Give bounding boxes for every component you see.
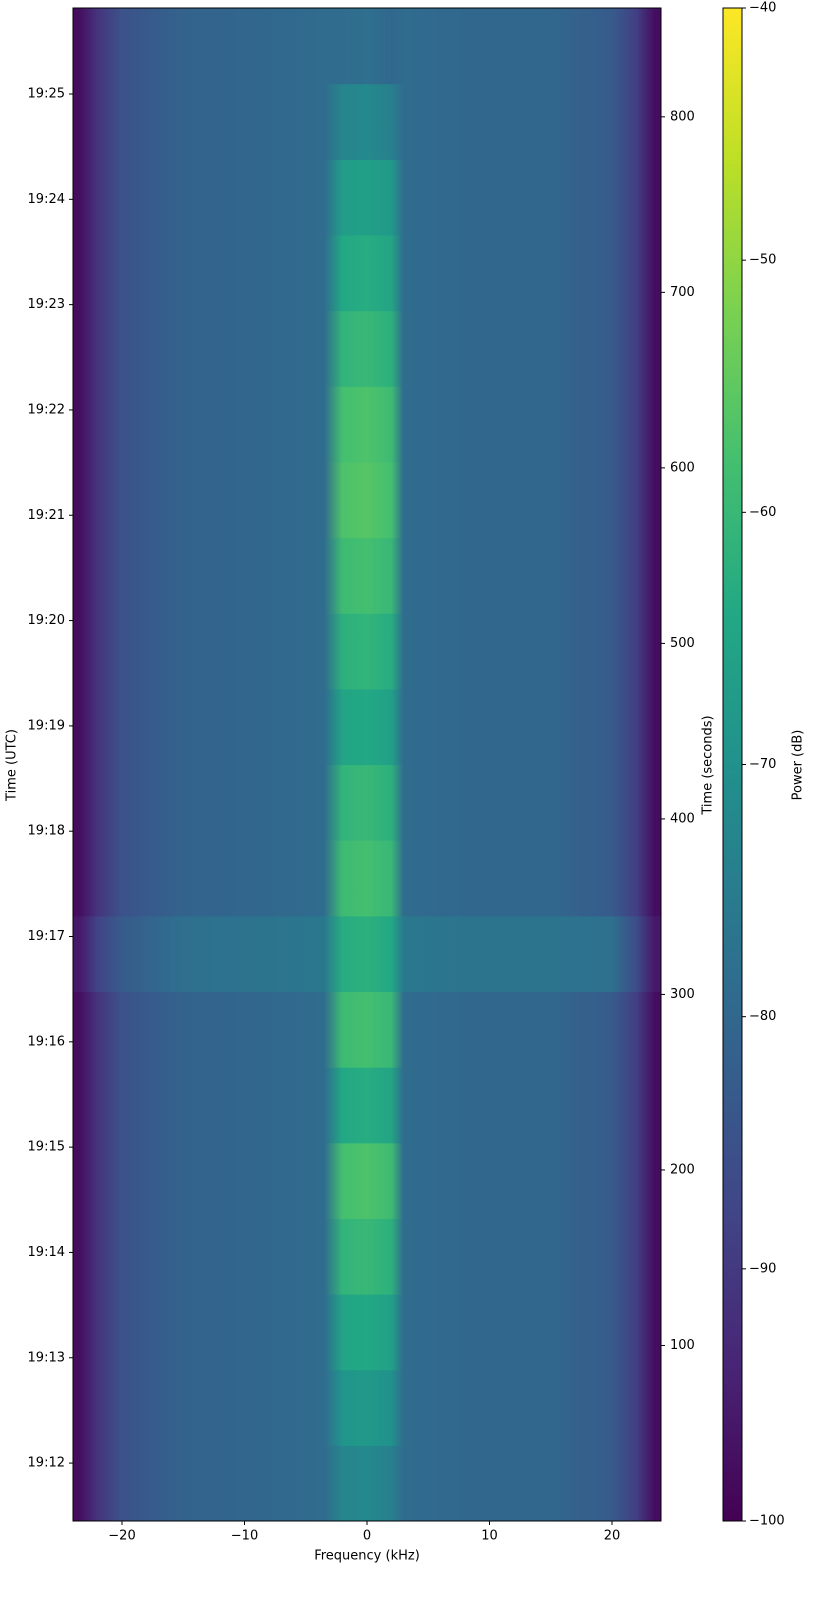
y-tick-label: 19:14: [28, 1245, 65, 1260]
heatmap-row: [73, 991, 661, 1068]
y-tick-label: 19:17: [28, 929, 65, 944]
y2-tick-label: 600: [670, 460, 695, 475]
heatmap-row: [73, 235, 661, 312]
heatmap-row: [73, 1369, 661, 1446]
y2-tick-label: 500: [670, 636, 695, 651]
y-tick-label: 19:20: [28, 613, 65, 628]
heatmap-row: [73, 1142, 661, 1219]
y-tick-label: 19:24: [28, 192, 65, 207]
colorbar-tick-label: −50: [749, 253, 776, 268]
colorbar-tick-label: −60: [749, 505, 776, 520]
y2-axis-label: Time (seconds): [701, 715, 716, 815]
colorbar-label: Power (dB): [791, 730, 806, 801]
y-tick-label: 19:22: [28, 402, 65, 417]
y-tick-label: 19:23: [28, 297, 65, 312]
y-tick-label: 19:21: [28, 508, 65, 523]
heatmap-row: [73, 8, 661, 85]
heatmap-row: [73, 1067, 661, 1144]
heatmap-row: [73, 840, 661, 917]
y2-tick-label: 300: [670, 987, 695, 1002]
colorbar-tick-label: −100: [749, 1514, 785, 1529]
heatmap-row: [73, 310, 661, 387]
y-tick-label: 19:15: [28, 1140, 65, 1155]
colorbar-tick-label: −80: [749, 1009, 776, 1024]
colorbar-tick-label: −40: [749, 1, 776, 16]
heatmap-row: [73, 1294, 661, 1371]
y-tick-label: 19:18: [28, 824, 65, 839]
colorbar: [722, 7, 743, 1522]
heatmap-row: [73, 461, 661, 539]
x-tick-label: 20: [604, 1529, 621, 1544]
x-tick-label: 10: [481, 1529, 498, 1544]
y2-tick-label: 400: [670, 811, 695, 826]
heatmap-row: [73, 1218, 661, 1295]
heatmap-row: [73, 537, 661, 614]
y-axis-label: Time (UTC): [5, 729, 20, 802]
heatmap-row: [73, 83, 661, 160]
y2-tick-label: 200: [670, 1162, 695, 1177]
y-tick-label: 19:12: [28, 1456, 65, 1471]
y-tick-label: 19:19: [28, 718, 65, 733]
heatmap-row: [73, 613, 661, 690]
y2-tick-label: 700: [670, 285, 695, 300]
heatmap-row: [73, 159, 661, 236]
x-tick-label: −20: [108, 1529, 135, 1544]
heatmap-row: [73, 386, 661, 463]
y2-tick-label: 800: [670, 109, 695, 124]
y-tick-label: 19:13: [28, 1350, 65, 1365]
heatmap-row: [73, 915, 661, 993]
y2-tick-label: 100: [670, 1338, 695, 1353]
colorbar-tick-label: −70: [749, 757, 776, 772]
heatmap-row: [73, 764, 661, 841]
x-tick-label: −10: [231, 1529, 258, 1544]
colorbar-tick-label: −90: [749, 1261, 776, 1276]
heatmap-row: [73, 688, 661, 766]
x-axis-label: Frequency (kHz): [314, 1549, 420, 1564]
heatmap-row: [73, 1445, 661, 1522]
y-tick-label: 19:16: [28, 1034, 65, 1049]
x-tick-label: 0: [363, 1529, 371, 1544]
y-tick-label: 19:25: [28, 87, 65, 102]
